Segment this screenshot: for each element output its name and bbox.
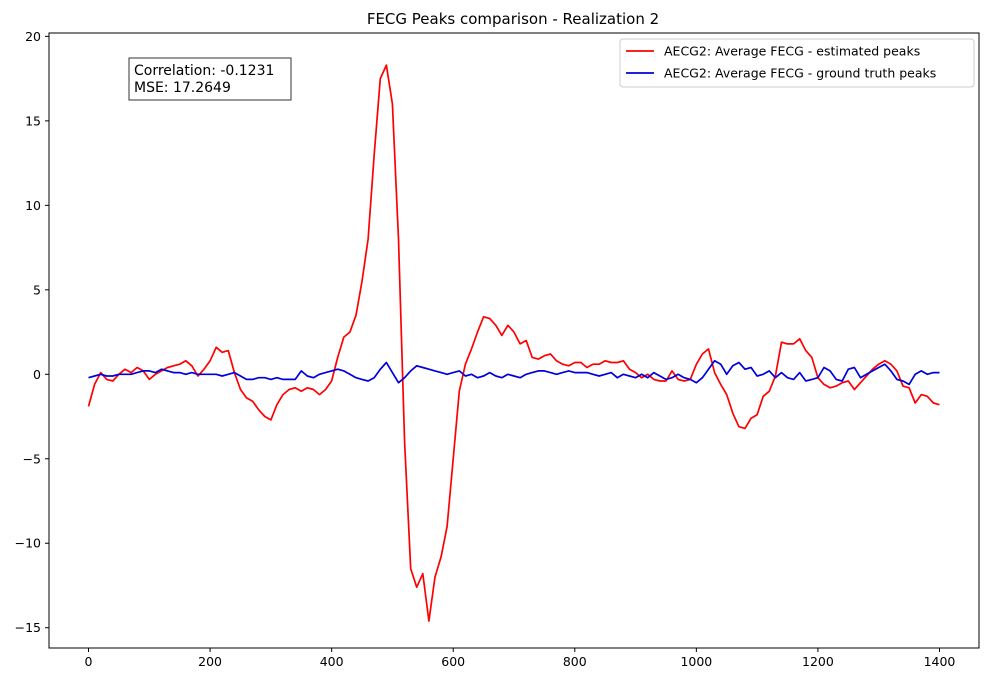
y-tick-label: −5 [23, 451, 41, 466]
axes-frame [48, 32, 980, 649]
y-tick-label: −10 [15, 536, 41, 551]
x-tick-label: 0 [85, 654, 93, 669]
plot-area [49, 33, 979, 648]
legend-label-1: AECG2: Average FECG - estimated peaks [664, 44, 920, 59]
y-tick-label: 10 [25, 198, 41, 213]
legend-box [619, 38, 975, 88]
annotation-line: Correlation: -0.1231 [134, 63, 274, 79]
x-tick-label: 400 [320, 654, 344, 669]
annotation-line: MSE: 17.2649 [134, 80, 231, 96]
legend: AECG2: Average FECG - estimated peaks AEC… [619, 38, 975, 88]
axes-layer: 0 200 400 600 800 1000 1200 1400 −15 −10 −5 0 5 10 15 2… [15, 29, 980, 669]
y-tick-label: 0 [33, 367, 41, 382]
y-tick-label: −15 [15, 620, 41, 635]
x-tick-label: 600 [441, 654, 465, 669]
legend-label-2: AECG2: Average FECG - ground truth peaks [664, 66, 936, 81]
annotation-box [128, 57, 292, 101]
y-tick-label: 5 [33, 282, 41, 297]
x-tick-label: 1200 [802, 654, 834, 669]
y-tick-label: 15 [25, 113, 41, 128]
series-layer [87, 64, 940, 622]
series-line-1 [87, 64, 940, 622]
x-tick-label: 800 [563, 654, 587, 669]
series-line-2 [88, 359, 940, 386]
y-tick-label: 20 [25, 29, 41, 44]
plot-background [49, 33, 979, 648]
x-tick-label: 1400 [924, 654, 956, 669]
x-tick-label: 200 [198, 654, 222, 669]
chart-title: FECG Peaks comparison - Realization 2 [367, 10, 659, 28]
x-tick-label: 1000 [680, 654, 712, 669]
